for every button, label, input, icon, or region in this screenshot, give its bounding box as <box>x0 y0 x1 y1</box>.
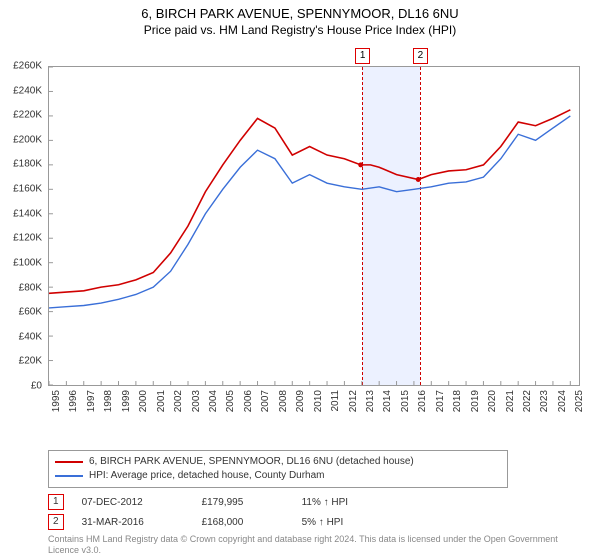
sale-price: £168,000 <box>202 517 302 528</box>
sale-hpi: 5% ↑ HPI <box>302 517 402 528</box>
plot-svg <box>49 67 579 385</box>
sale-date: 07-DEC-2012 <box>82 497 202 508</box>
x-tick-label: 2023 <box>539 390 550 412</box>
y-tick-label: £140K <box>2 208 42 219</box>
y-tick-label: £260K <box>2 61 42 72</box>
x-tick-label: 2017 <box>435 390 446 412</box>
x-tick-label: 2003 <box>191 390 202 412</box>
x-tick-label: 2012 <box>348 390 359 412</box>
y-tick-label: £200K <box>2 134 42 145</box>
sale-date: 31-MAR-2016 <box>82 517 202 528</box>
chart-subtitle: Price paid vs. HM Land Registry's House … <box>0 21 600 37</box>
sale-hpi: 11% ↑ HPI <box>302 497 402 508</box>
legend-label: 6, BIRCH PARK AVENUE, SPENNYMOOR, DL16 6… <box>89 455 414 469</box>
x-tick-label: 2013 <box>365 390 376 412</box>
x-tick-label: 2011 <box>330 390 341 412</box>
y-tick-label: £220K <box>2 110 42 121</box>
x-tick-label: 1996 <box>68 390 79 412</box>
legend-item-hpi: HPI: Average price, detached house, Coun… <box>55 469 501 483</box>
legend-label: HPI: Average price, detached house, Coun… <box>89 469 325 483</box>
x-tick-label: 2000 <box>138 390 149 412</box>
x-tick-label: 2015 <box>400 390 411 412</box>
y-tick-label: £0 <box>2 381 42 392</box>
x-tick-label: 2009 <box>295 390 306 412</box>
x-tick-label: 2022 <box>522 390 533 412</box>
series-price_paid <box>49 110 570 293</box>
data-marker <box>416 177 421 182</box>
legend: 6, BIRCH PARK AVENUE, SPENNYMOOR, DL16 6… <box>48 450 508 488</box>
x-tick-label: 2025 <box>574 390 585 412</box>
x-tick-label: 1997 <box>86 390 97 412</box>
sale-badge: 2 <box>48 514 64 530</box>
footnote: Contains HM Land Registry data © Crown c… <box>48 534 568 556</box>
x-tick-label: 2006 <box>243 390 254 412</box>
y-tick-label: £180K <box>2 159 42 170</box>
sale-badge: 1 <box>48 494 64 510</box>
x-tick-label: 2008 <box>278 390 289 412</box>
sale-price: £179,995 <box>202 497 302 508</box>
data-marker <box>358 162 363 167</box>
y-tick-label: £240K <box>2 85 42 96</box>
x-tick-label: 2016 <box>417 390 428 412</box>
legend-swatch <box>55 461 83 463</box>
y-tick-label: £20K <box>2 356 42 367</box>
x-tick-label: 1999 <box>121 390 132 412</box>
legend-swatch <box>55 475 83 477</box>
sale-row: 1 07-DEC-2012 £179,995 11% ↑ HPI <box>48 494 568 510</box>
x-tick-label: 2010 <box>313 390 324 412</box>
chart-title: 6, BIRCH PARK AVENUE, SPENNYMOOR, DL16 6… <box>0 0 600 21</box>
x-tick-label: 2005 <box>225 390 236 412</box>
y-tick-label: £60K <box>2 307 42 318</box>
x-tick-label: 2020 <box>487 390 498 412</box>
x-tick-label: 2021 <box>505 390 516 412</box>
x-tick-label: 2014 <box>382 390 393 412</box>
y-tick-label: £120K <box>2 233 42 244</box>
x-tick-label: 2007 <box>260 390 271 412</box>
x-tick-label: 2019 <box>470 390 481 412</box>
y-tick-label: £100K <box>2 257 42 268</box>
x-tick-label: 1995 <box>51 390 62 412</box>
y-tick-label: £80K <box>2 282 42 293</box>
chart-area: £0£20K£40K£60K£80K£100K£120K£140K£160K£1… <box>48 50 580 410</box>
chart-container: 6, BIRCH PARK AVENUE, SPENNYMOOR, DL16 6… <box>0 0 600 560</box>
plot-region <box>48 66 580 386</box>
y-tick-label: £40K <box>2 331 42 342</box>
legend-item-price: 6, BIRCH PARK AVENUE, SPENNYMOOR, DL16 6… <box>55 455 501 469</box>
y-tick-label: £160K <box>2 184 42 195</box>
marker-label: 2 <box>413 48 429 64</box>
x-tick-label: 2018 <box>452 390 463 412</box>
x-tick-label: 2001 <box>156 390 167 412</box>
x-tick-label: 2002 <box>173 390 184 412</box>
marker-label: 1 <box>355 48 371 64</box>
series-hpi <box>49 116 570 308</box>
x-tick-label: 2024 <box>557 390 568 412</box>
x-tick-label: 1998 <box>103 390 114 412</box>
sale-row: 2 31-MAR-2016 £168,000 5% ↑ HPI <box>48 514 568 530</box>
x-tick-label: 2004 <box>208 390 219 412</box>
